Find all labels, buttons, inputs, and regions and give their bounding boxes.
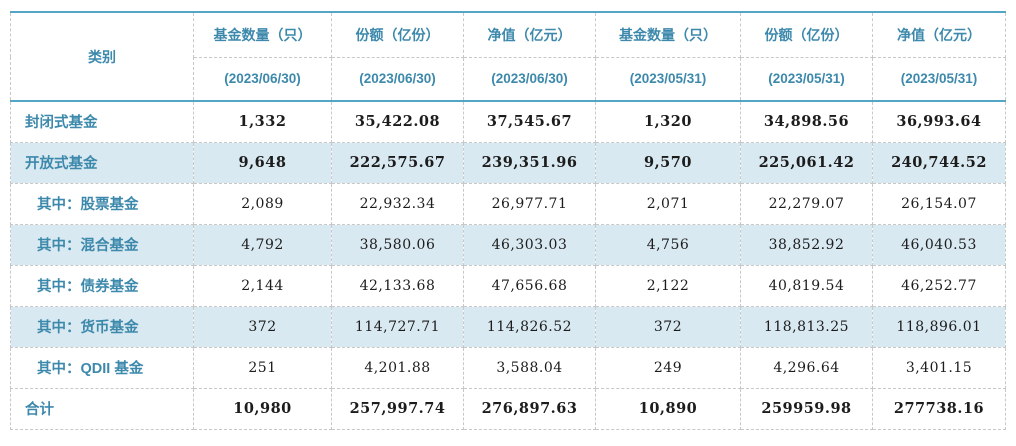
value-cell: 1,320 [595,100,741,143]
column-header-shares-jun: 份额（亿份） [331,11,464,58]
value-cell: 240,744.52 [872,141,1006,184]
value-cell: 3,401.15 [872,346,1006,389]
category-cell: 其中：QDII 基金 [10,346,194,389]
column-header-fund-count-may: 基金数量（只） [595,11,741,58]
value-cell: 38,580.06 [331,223,464,266]
value-cell: 372 [595,305,741,348]
value-cell: 46,303.03 [463,223,596,266]
value-cell: 36,993.64 [872,100,1006,143]
column-header-nav-jun: 净值（亿元） [463,11,596,58]
column-header-nav-may: 净值（亿元） [872,11,1006,58]
table-row-equity-funds: 其中：股票基金 2,089 22,932.34 26,977.71 2,071 … [10,182,1006,225]
value-cell: 114,727.71 [331,305,464,348]
table-row-bond-funds: 其中：债券基金 2,144 42,133.68 47,656.68 2,122 … [10,264,1006,307]
value-cell: 35,422.08 [331,100,464,143]
category-column-header: 类别 [10,11,194,102]
value-cell: 2,071 [595,182,741,225]
value-cell: 372 [193,305,332,348]
table-header: 类别 基金数量（只） 份额（亿份） 净值（亿元） 基金数量（只） 份额（亿份） … [10,11,1006,102]
column-header-fund-count-jun: 基金数量（只） [193,11,332,58]
value-cell: 239,351.96 [463,141,596,184]
value-cell: 10,890 [595,387,741,430]
header-units-row: 类别 基金数量（只） 份额（亿份） 净值（亿元） 基金数量（只） 份额（亿份） … [10,11,1006,102]
value-cell: 118,813.25 [740,305,873,348]
column-header-shares-may: 份额（亿份） [740,11,873,58]
category-cell: 开放式基金 [10,141,194,184]
date-subheader: (2023/05/31) [595,56,741,102]
value-cell: 2,089 [193,182,332,225]
table-row-total: 合计 10,980 257,997.74 276,897.63 10,890 2… [10,387,1006,430]
category-cell: 其中：债券基金 [10,264,194,307]
date-subheader: (2023/05/31) [740,56,873,102]
value-cell: 222,575.67 [331,141,464,184]
value-cell: 40,819.54 [740,264,873,307]
value-cell: 225,061.42 [740,141,873,184]
fund-statistics-table: 类别 基金数量（只） 份额（亿份） 净值（亿元） 基金数量（只） 份额（亿份） … [10,11,1006,430]
value-cell: 277738.16 [872,387,1006,430]
value-cell: 9,570 [595,141,741,184]
value-cell: 22,279.07 [740,182,873,225]
date-subheader: (2023/06/30) [331,56,464,102]
value-cell: 4,792 [193,223,332,266]
value-cell: 259959.98 [740,387,873,430]
table-row-hybrid-funds: 其中：混合基金 4,792 38,580.06 46,303.03 4,756 … [10,223,1006,266]
value-cell: 118,896.01 [872,305,1006,348]
category-cell: 其中：货币基金 [10,305,194,348]
value-cell: 42,133.68 [331,264,464,307]
value-cell: 34,898.56 [740,100,873,143]
category-cell: 封闭式基金 [10,100,194,143]
value-cell: 47,656.68 [463,264,596,307]
date-subheader: (2023/06/30) [193,56,332,102]
value-cell: 4,201.88 [331,346,464,389]
category-cell: 其中：混合基金 [10,223,194,266]
value-cell: 37,545.67 [463,100,596,143]
value-cell: 4,756 [595,223,741,266]
value-cell: 26,154.07 [872,182,1006,225]
value-cell: 10,980 [193,387,332,430]
value-cell: 9,648 [193,141,332,184]
value-cell: 114,826.52 [463,305,596,348]
value-cell: 2,122 [595,264,741,307]
table-body: 封闭式基金 1,332 35,422.08 37,545.67 1,320 34… [10,100,1006,430]
date-subheader: (2023/06/30) [463,56,596,102]
value-cell: 4,296.64 [740,346,873,389]
category-cell: 其中：股票基金 [10,182,194,225]
value-cell: 3,588.04 [463,346,596,389]
table-row-open-end-funds: 开放式基金 9,648 222,575.67 239,351.96 9,570 … [10,141,1006,184]
value-cell: 1,332 [193,100,332,143]
value-cell: 38,852.92 [740,223,873,266]
value-cell: 249 [595,346,741,389]
value-cell: 46,252.77 [872,264,1006,307]
header-dates-row: (2023/06/30) (2023/06/30) (2023/06/30) (… [11,56,1006,102]
value-cell: 26,977.71 [463,182,596,225]
value-cell: 276,897.63 [463,387,596,430]
value-cell: 22,932.34 [331,182,464,225]
value-cell: 46,040.53 [872,223,1006,266]
fund-statistics-table-container: 类别 基金数量（只） 份额（亿份） 净值（亿元） 基金数量（只） 份额（亿份） … [10,11,1006,430]
table-row-closed-end-funds: 封闭式基金 1,332 35,422.08 37,545.67 1,320 34… [10,100,1006,143]
value-cell: 251 [193,346,332,389]
category-cell: 合计 [10,387,194,430]
date-subheader: (2023/05/31) [872,56,1006,102]
table-row-money-market-funds: 其中：货币基金 372 114,727.71 114,826.52 372 11… [10,305,1006,348]
value-cell: 2,144 [193,264,332,307]
table-row-qdii-funds: 其中：QDII 基金 251 4,201.88 3,588.04 249 4,2… [10,346,1006,389]
value-cell: 257,997.74 [331,387,464,430]
